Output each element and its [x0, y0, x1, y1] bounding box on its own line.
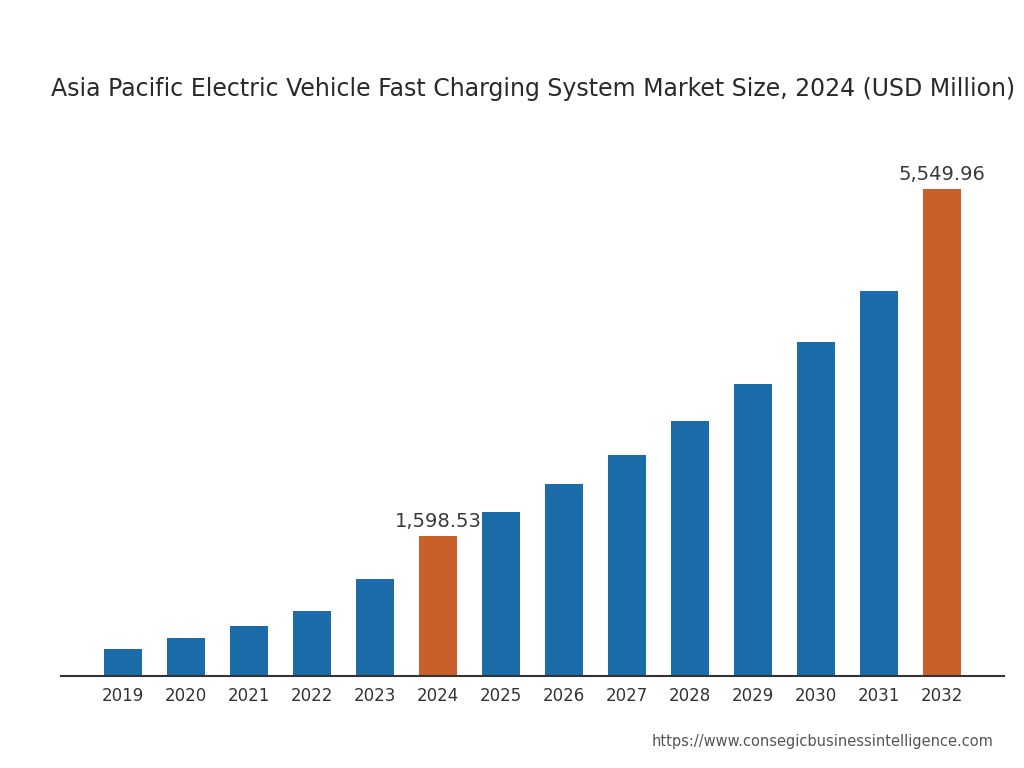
- Bar: [104, 649, 142, 676]
- Bar: [419, 535, 457, 676]
- Bar: [734, 383, 772, 676]
- Bar: [230, 626, 268, 676]
- Text: https://www.consegicbusinessintelligence.com: https://www.consegicbusinessintelligence…: [651, 733, 993, 749]
- Bar: [167, 638, 205, 676]
- Text: 1,598.53: 1,598.53: [394, 511, 481, 531]
- Bar: [608, 455, 646, 676]
- Text: 5,549.96: 5,549.96: [898, 165, 985, 184]
- Bar: [923, 189, 961, 676]
- Bar: [293, 611, 331, 676]
- Bar: [797, 343, 835, 676]
- Bar: [356, 579, 394, 676]
- Bar: [671, 422, 709, 676]
- Bar: [545, 485, 583, 676]
- Bar: [860, 291, 898, 676]
- Text: Asia Pacific Electric Vehicle Fast Charging System Market Size, 2024 (USD Millio: Asia Pacific Electric Vehicle Fast Charg…: [51, 77, 1016, 101]
- Bar: [482, 511, 520, 676]
